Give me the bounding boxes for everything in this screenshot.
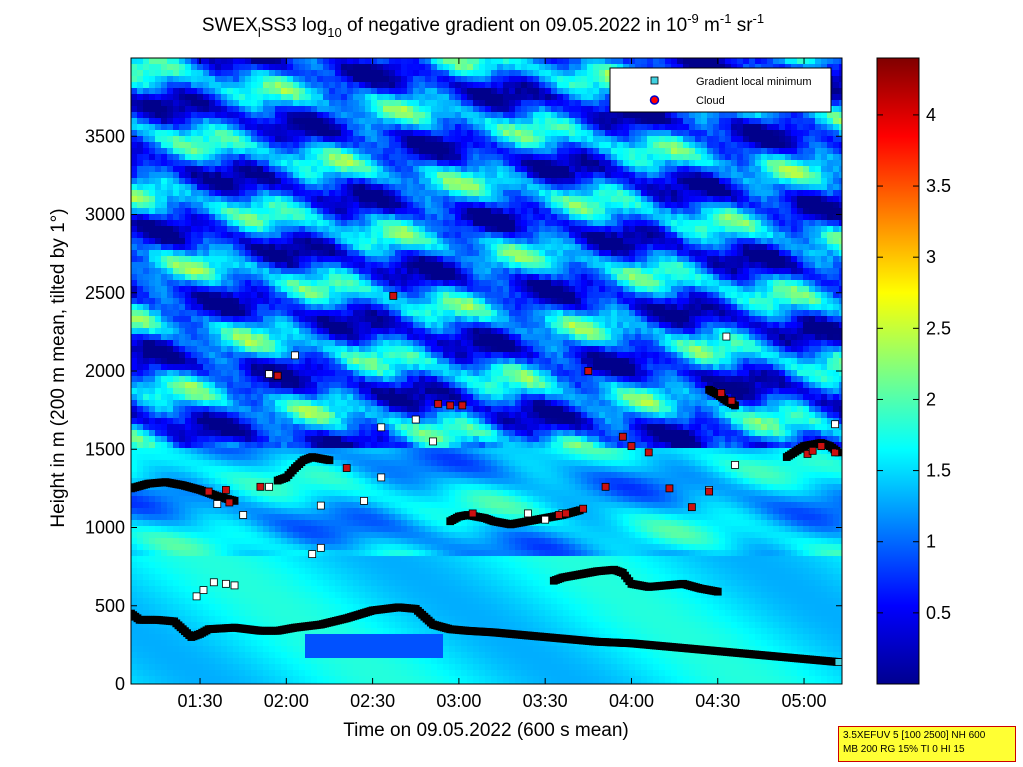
gradient-minimum-marker — [541, 515, 550, 524]
y-axis-label: Height in m (200 m mean, tilted by 1°) — [48, 208, 69, 527]
y-tick-label: 2000 — [85, 361, 125, 381]
gradient-minimum-marker — [308, 550, 317, 559]
x-tick-label: 03:00 — [436, 691, 481, 711]
colorbar: 0.5 1 1.5 2 2.5 3 3.5 4 — [876, 57, 951, 685]
y-tick-label: 2500 — [85, 283, 125, 303]
x-axis-label: Time on 09.05.2022 (600 s mean) — [343, 720, 629, 741]
cloud-marker — [555, 511, 563, 519]
cloud-marker — [831, 448, 839, 457]
cloud-marker — [584, 367, 593, 375]
cloud-marker — [458, 401, 467, 410]
gradient-minimum-marker — [713, 587, 722, 596]
cloud-marker — [342, 464, 351, 472]
gradient-minimum-marker — [834, 658, 842, 666]
colorbar-tick-label: 3.5 — [926, 176, 951, 196]
x-tick-label: 05:00 — [782, 691, 827, 711]
y-tick-label: 500 — [95, 596, 125, 616]
gradient-minimum-marker — [199, 586, 208, 594]
heatmap — [131, 58, 842, 684]
cloud-marker — [727, 396, 736, 405]
cloud-marker — [618, 432, 627, 441]
colorbar-tick-label: 3 — [926, 247, 936, 267]
colorbar-tick-label: 1 — [926, 532, 936, 552]
x-tick-label: 04:30 — [695, 691, 740, 711]
x-tick-label: 01:30 — [178, 691, 223, 711]
x-tick-label: 02:00 — [264, 691, 309, 711]
legend-square-icon — [650, 76, 659, 85]
info-line-1: 3.5XEFUV 5 [100 2500] NH 600 — [843, 730, 986, 741]
gradient-minimum-marker — [192, 592, 201, 601]
cloud-marker — [222, 486, 230, 494]
gradient-minimum-marker — [213, 500, 222, 508]
gradient-minimum-marker — [429, 437, 437, 446]
cloud-marker — [204, 487, 213, 496]
gradient-minimum-marker — [524, 509, 532, 518]
x-tick-label: 02:30 — [350, 691, 395, 711]
colorbar-tick-label: 1.5 — [926, 461, 951, 481]
plot-area — [131, 58, 842, 684]
gradient-minimum-marker — [722, 332, 731, 341]
cloud-marker — [665, 484, 674, 493]
cloud-marker — [579, 504, 588, 513]
gradient-minimum-marker — [325, 456, 334, 465]
gradient-minimum-marker — [316, 501, 325, 510]
colorbar-tick-label: 0.5 — [926, 603, 951, 623]
cloud-marker — [389, 291, 398, 300]
cloud-marker — [808, 446, 817, 455]
cloud-marker — [434, 399, 443, 408]
gradient-minimum-marker — [731, 460, 739, 469]
cloud-marker — [627, 442, 636, 451]
gradient-minimum-marker — [316, 543, 325, 552]
gradient-minimum-marker — [222, 579, 230, 588]
cloud-marker — [687, 503, 696, 512]
cloud-marker — [561, 509, 570, 518]
cloud-marker — [717, 389, 726, 397]
info-box: 3.5XEFUV 5 [100 2500] NH 600 MB 200 RG 1… — [838, 726, 1016, 762]
gradient-minimum-marker — [377, 473, 386, 482]
y-tick-label: 1000 — [85, 518, 125, 538]
y-tick-label: 0 — [115, 674, 125, 694]
legend-circle-icon — [649, 95, 660, 105]
cloud-marker — [225, 498, 234, 507]
cloud-marker — [273, 371, 282, 380]
y-tick-label: 1500 — [85, 439, 125, 459]
colorbar-gradient — [876, 57, 920, 685]
gradient-minimum-marker — [360, 496, 368, 505]
gradient-minimum-marker — [411, 415, 420, 424]
cloud-marker — [601, 482, 610, 491]
cloud-marker — [705, 487, 714, 496]
gradient-minimum-marker — [291, 351, 299, 360]
legend-label-cloud: Cloud — [696, 95, 725, 107]
colorbar-tick-label: 2.5 — [926, 318, 951, 338]
y-tick-label: 3500 — [85, 126, 125, 146]
legend-box — [609, 67, 832, 113]
x-tick-label: 03:30 — [523, 691, 568, 711]
cloud-marker — [446, 401, 455, 410]
cloud-marker — [644, 448, 653, 457]
gradient-minimum-marker — [230, 581, 239, 590]
gradient-minimum-marker — [377, 423, 386, 432]
x-tick-label: 04:00 — [609, 691, 654, 711]
chart-title: SWEXlSS3 log10 of negative gradient on 0… — [202, 11, 764, 40]
y-axis: 0 500 1000 1500 2000 2500 3000 3500 — [85, 126, 842, 694]
info-line-2: MB 200 RG 15% TI 0 HI 15 — [843, 744, 965, 755]
gradient-minimum-marker — [831, 420, 839, 429]
gradient-minimum-marker — [265, 370, 273, 379]
colorbar-tick-label: 2 — [926, 389, 936, 409]
y-tick-label: 3000 — [85, 205, 125, 225]
colorbar-ticks: 0.5 1 1.5 2 2.5 3 3.5 4 — [877, 105, 951, 623]
x-axis: 01:30 02:00 02:30 03:00 03:30 04:00 04:30 05:00 — [178, 58, 827, 711]
cloud-marker — [817, 442, 826, 451]
markers — [131, 291, 842, 666]
gradient-minimum-marker — [239, 511, 248, 519]
gradient-minimum-marker — [265, 482, 273, 491]
colorbar-tick-label: 4 — [926, 105, 936, 125]
cloud-marker — [256, 482, 265, 491]
cloud-marker — [468, 509, 477, 518]
gradient-minimum-marker — [209, 578, 218, 587]
legend-label-minimum: Gradient local minimum — [696, 76, 812, 88]
legend: Gradient local minimum Cloud — [609, 67, 832, 113]
